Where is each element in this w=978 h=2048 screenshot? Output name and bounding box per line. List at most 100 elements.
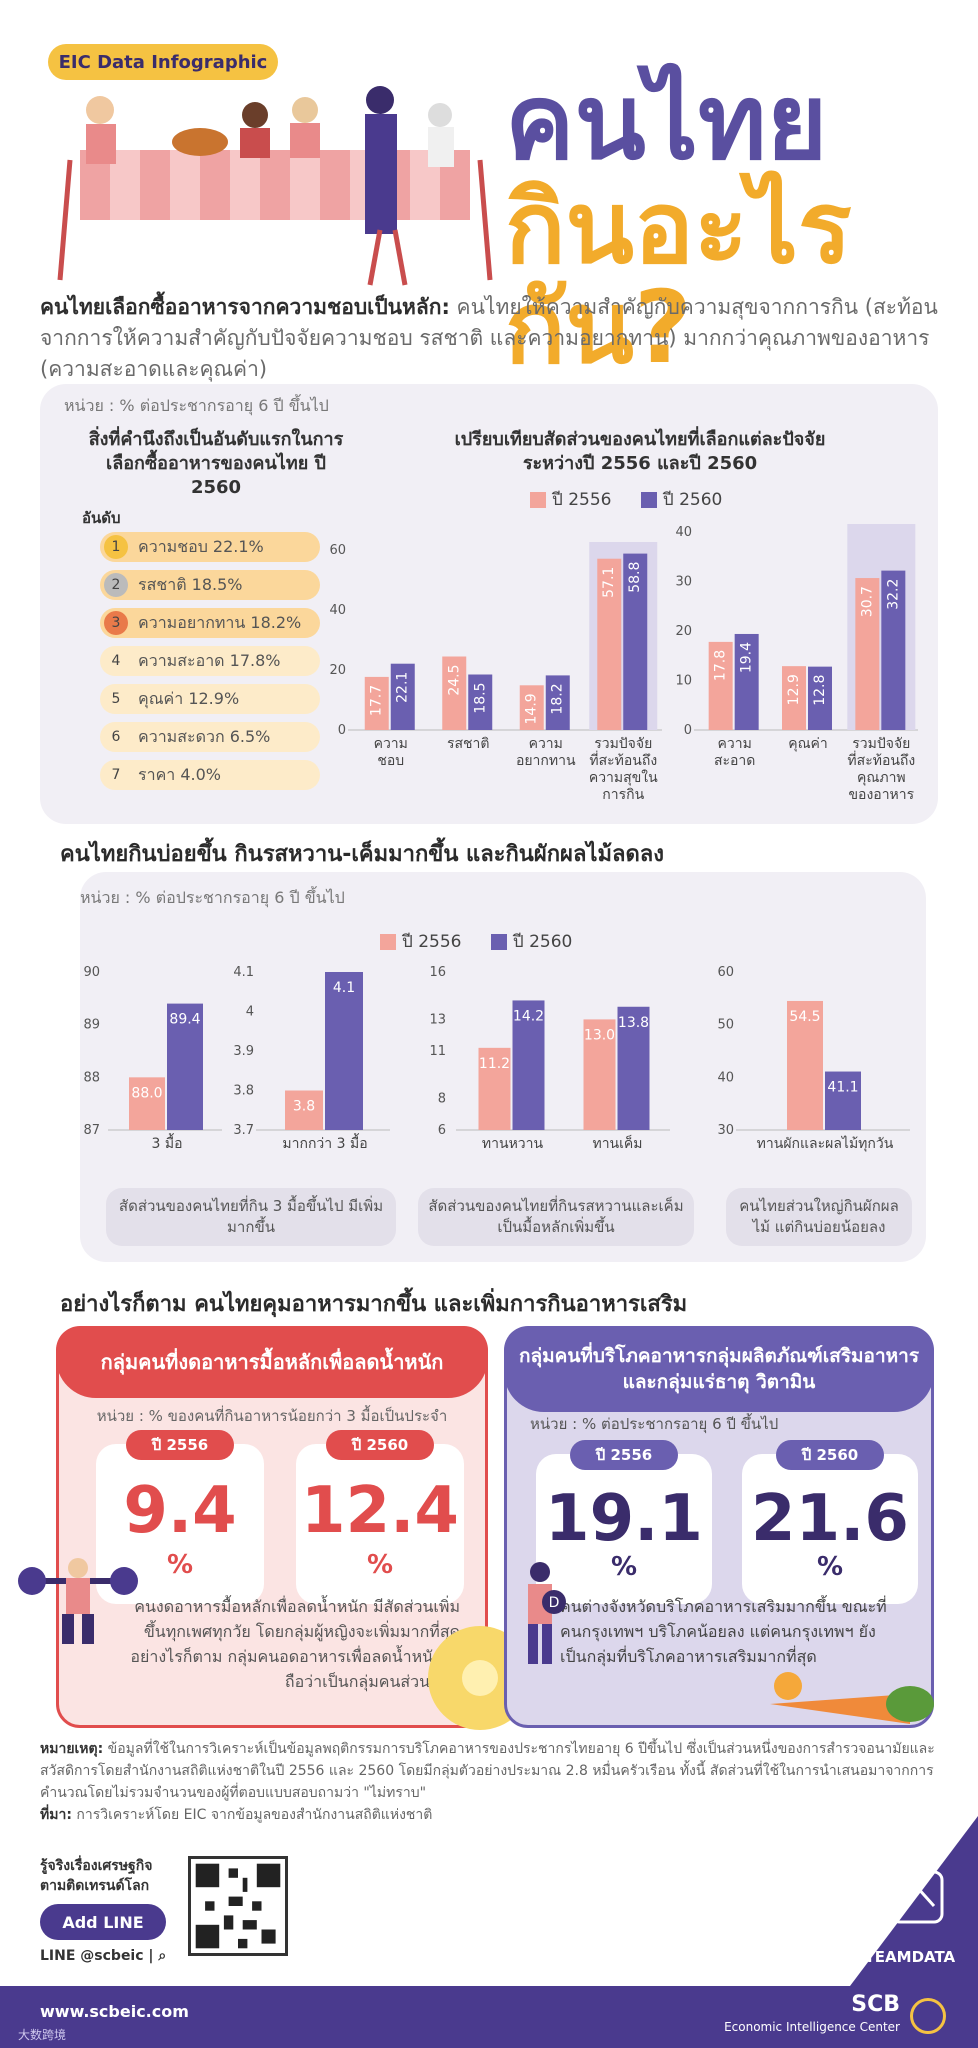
bar-2560 xyxy=(623,553,648,730)
bar-2556 xyxy=(364,676,389,730)
category-label: มากกว่า 3 มื้อ xyxy=(282,1133,367,1152)
rank-text: ความอยากทาน 18.2% xyxy=(138,612,302,632)
y-tick-label: 4.1 xyxy=(233,965,254,980)
legend-label: ปี 2556 xyxy=(552,490,612,510)
y-tick-label: 20 xyxy=(330,663,346,678)
data-label: 19.4 xyxy=(739,642,755,673)
add-line-button[interactable]: Add LINE xyxy=(40,1904,166,1940)
category-label: รวมปัจจัย xyxy=(852,736,910,752)
data-label: 58.8 xyxy=(627,562,643,593)
data-label: 14.9 xyxy=(524,693,540,724)
y-tick-label: 88 xyxy=(83,1070,100,1085)
rank-item: 5 คุณค่า 12.9% xyxy=(100,684,320,714)
y-tick-label: 30 xyxy=(675,575,692,590)
y-tick-label: 3.8 xyxy=(233,1084,254,1099)
person-with-vitamin-illustration: D xyxy=(528,1562,566,1664)
bar-2560 xyxy=(617,1006,650,1130)
rank-number: 3 xyxy=(104,611,128,635)
data-label: 4.1 xyxy=(333,980,355,996)
supplement-value-2560: 21.6 xyxy=(751,1482,909,1556)
y-tick-label: 6 xyxy=(438,1123,446,1138)
section2-legend: ปี 2556 ปี 2560 xyxy=(380,928,572,955)
y-tick-label: 60 xyxy=(717,965,734,980)
category-label: ที่สะท้อนถึง xyxy=(589,751,657,769)
data-label: 18.2 xyxy=(550,683,566,714)
data-label: 17.7 xyxy=(369,685,385,716)
data-label: 30.7 xyxy=(859,586,875,617)
line-id-text: LINE @scbeic | xyxy=(40,1948,154,1964)
legend-label: ปี 2560 xyxy=(662,490,723,510)
category-label: รสชาติ xyxy=(447,736,490,752)
y-tick-label: 60 xyxy=(330,543,346,558)
category-label: ความ xyxy=(529,736,563,752)
bar-2560 xyxy=(825,1071,861,1130)
diet-group-header: กลุ่มคนที่งดอาหารมื้อหลักเพื่อลดน้ำหนัก xyxy=(56,1326,488,1398)
y-tick-label: 89 xyxy=(83,1018,100,1033)
note-label: หมายเหตุ: xyxy=(40,1741,104,1757)
title-line2: กินอะไรกัน? xyxy=(505,169,852,386)
supplement-value-2556: 19.1 xyxy=(545,1482,703,1556)
intro-text: คนไทยให้ความสำคัญกับความสุขจากการกิน (สะ… xyxy=(40,295,938,381)
diet-year-2556: ปี 2556 xyxy=(126,1430,234,1460)
category-label: สะอาด xyxy=(714,753,755,769)
data-label: 12.8 xyxy=(812,675,828,706)
intro-bold: คนไทยเลือกซื้ออาหารจากความชอบเป็นหลัก: xyxy=(40,295,450,319)
diet-description: คนงดอาหารมื้อหลักเพื่อลดน้ำหนัก มีสัดส่ว… xyxy=(130,1597,460,1691)
data-label: 13.8 xyxy=(618,1015,649,1031)
rank-number: 7 xyxy=(111,767,121,783)
more-than-three-meals-chart: 3.7 3.8 3.9 4 4.1 3.8 4.1 มากกว่า 3 มื้อ xyxy=(233,965,390,1152)
teamdata-hashtag: #TEAMDATA xyxy=(852,1948,956,1966)
rank-item: 3 ความอยากทาน 18.2% xyxy=(100,608,320,638)
category-label: ชอบ xyxy=(377,753,404,769)
category-label: อยากทาน xyxy=(516,753,576,769)
diet-year-2560: ปี 2560 xyxy=(326,1430,434,1460)
bar-2560 xyxy=(325,972,363,1130)
category-label: ทานหวาน xyxy=(482,1136,544,1152)
data-label: 12.9 xyxy=(786,674,802,705)
y-tick-label: 87 xyxy=(83,1123,100,1138)
bar-2560 xyxy=(468,674,493,730)
line-id: LINE @scbeic | ⌕ xyxy=(40,1948,166,1964)
legend-swatch-2556 xyxy=(380,934,396,950)
legend-swatch-2556 xyxy=(530,492,546,508)
y-tick-label: 3.7 xyxy=(233,1123,254,1138)
legend-label: ปี 2556 xyxy=(402,932,462,952)
supplement-year-2556: ปี 2556 xyxy=(570,1440,678,1470)
y-tick-label: 40 xyxy=(330,603,346,618)
rank-text: รสชาติ 18.5% xyxy=(138,574,243,594)
diet-percent-2556: % xyxy=(166,1550,194,1580)
rank-item: 1 ความชอบ 22.1% xyxy=(100,532,320,562)
diet-value-2560: 12.4 xyxy=(301,1474,459,1548)
y-tick-label: 20 xyxy=(675,624,692,639)
rank-item: 4 ความสะอาด 17.8% xyxy=(100,646,320,676)
qr-code[interactable] xyxy=(188,1856,288,1956)
svg-text:D: D xyxy=(549,1595,560,1611)
brand-subtitle: Economic Intelligence Center xyxy=(724,2020,900,2034)
y-tick-label: 40 xyxy=(717,1070,734,1085)
section1-legend: ปี 2556 ปี 2560 xyxy=(530,486,722,513)
section3-heading: อย่างไรก็ตาม คนไทยคุมอาหารมากขึ้น และเพิ… xyxy=(60,1292,688,1317)
family-dinner-illustration xyxy=(57,86,493,286)
title-line1: คนไทย xyxy=(505,61,828,183)
bar-2556 xyxy=(787,1000,823,1130)
supplement-year-2560: ปี 2560 xyxy=(776,1440,884,1470)
data-label: 24.5 xyxy=(446,665,462,696)
diet-value-2556: 9.4 xyxy=(123,1474,237,1548)
quality-factors-chart: 0 10 20 30 40 17.8 19.4 ความสะอาด 12.9 12.8 คุณค่า… xyxy=(675,524,918,803)
rank-item: 6 ความสะดวก 6.5% xyxy=(100,722,320,752)
data-label: 17.8 xyxy=(713,650,729,681)
rank-text: ราคา 4.0% xyxy=(138,764,221,784)
data-label: 89.4 xyxy=(169,1012,200,1028)
y-tick-label: 40 xyxy=(675,525,692,540)
data-label: 13.0 xyxy=(584,1027,615,1043)
website-url[interactable]: www.scbeic.com xyxy=(40,2002,189,2021)
bar-2560 xyxy=(167,1003,203,1130)
intro-paragraph: คนไทยเลือกซื้ออาหารจากความชอบเป็นหลัก: ค… xyxy=(40,292,940,385)
bar-2556 xyxy=(855,578,880,730)
bar-2556 xyxy=(285,1090,323,1130)
source-label: ที่มา: xyxy=(40,1807,72,1823)
brand-logo: SCB xyxy=(851,1992,900,2017)
bar-2556 xyxy=(583,1019,616,1130)
vegetables-fruit-chart: 30 40 50 60 54.5 41.1 ทานผักและผลไม้ทุกวัน xyxy=(717,965,910,1152)
section1-unit: หน่วย : % ต่อประชากรอายุ 6 ปี ขึ้นไป xyxy=(64,396,329,415)
